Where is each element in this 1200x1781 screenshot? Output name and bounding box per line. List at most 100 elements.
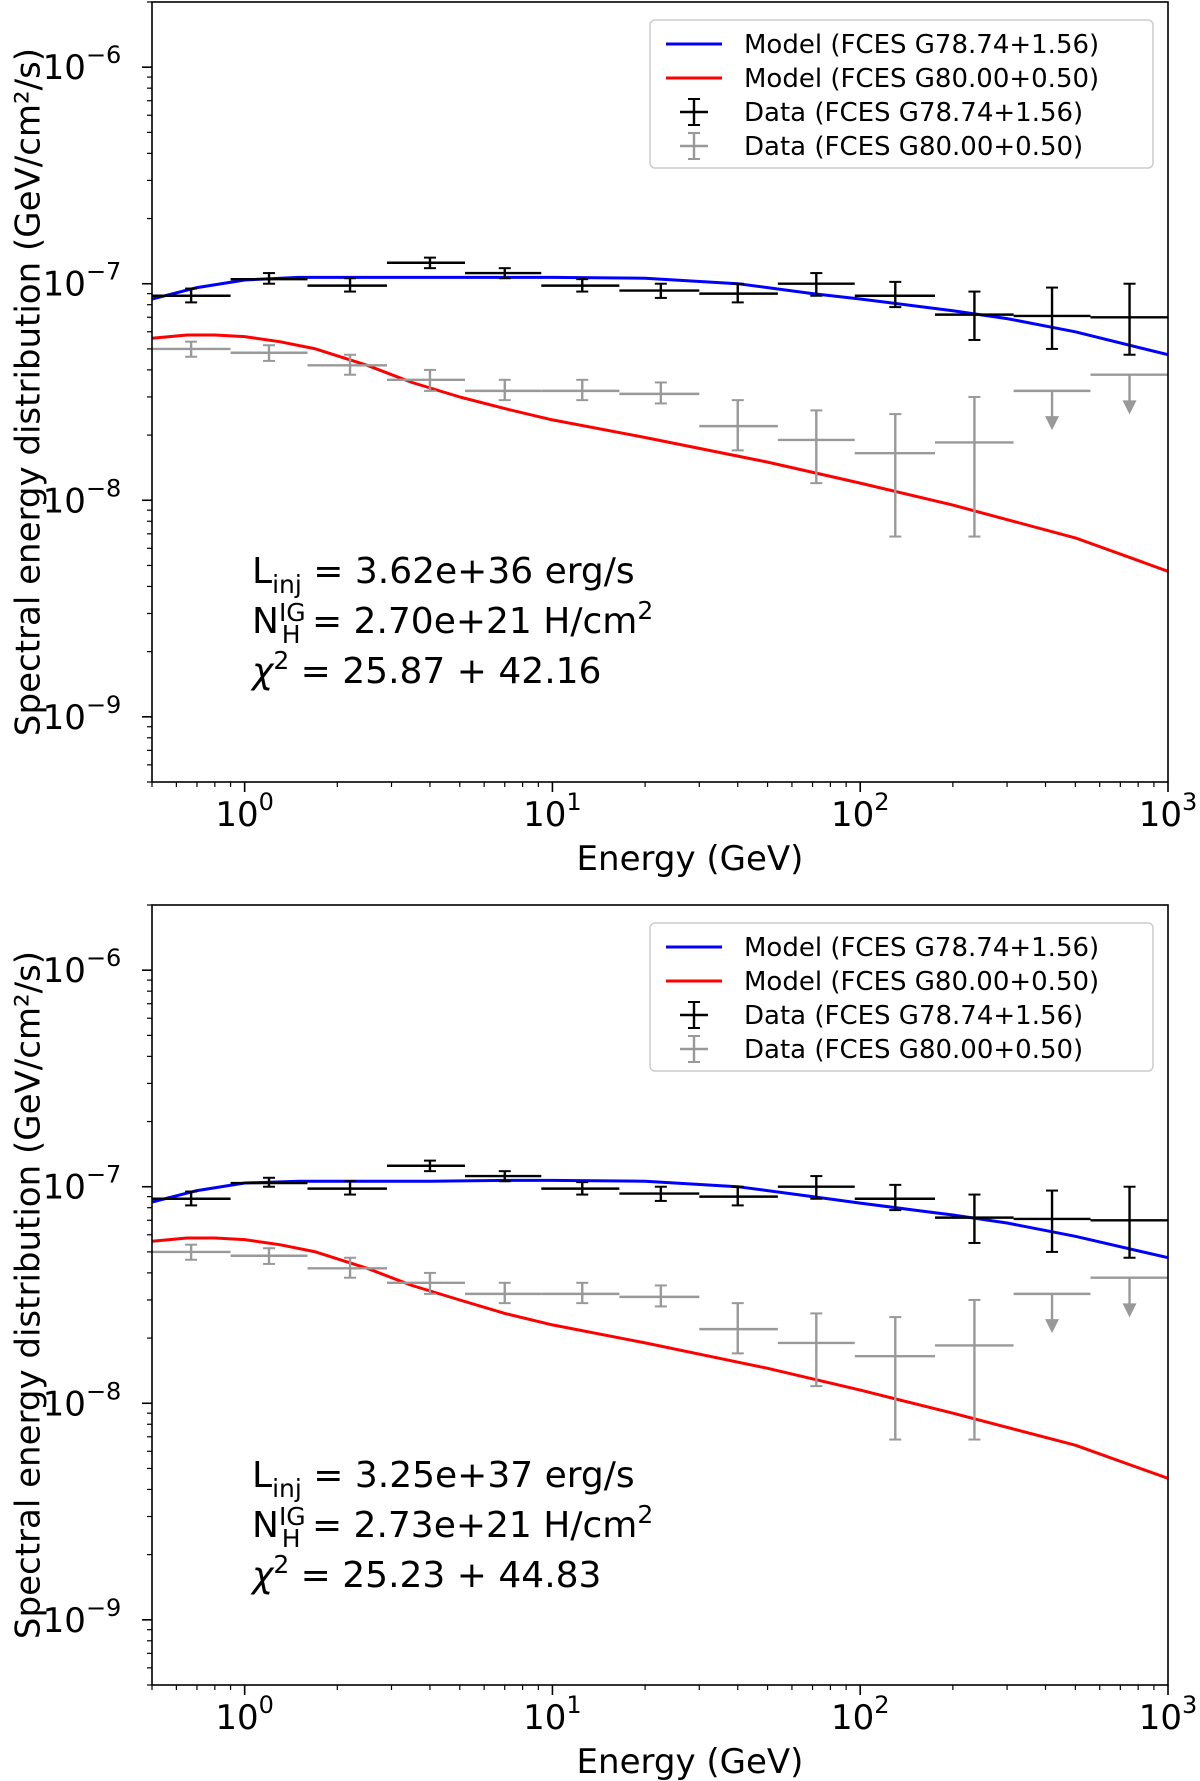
annotation-value: = 3.62e+36 erg/s [302,551,635,592]
annotation-subscript: inj [272,1474,302,1503]
annotation-line: χ2 = 25.23 + 44.83 [250,1550,601,1596]
x-tick-base: 10 [215,795,258,835]
annotation-unit-exponent: 2 [637,596,653,625]
y-tick-label: 10−9 [43,691,122,738]
data-point [1090,1276,1168,1318]
upper-limit-arrow [1045,416,1060,431]
annotation-line: χ2 = 25.87 + 42.16 [250,646,601,692]
x-tick-exponent: 3 [1182,788,1197,816]
x-axis-label: Energy (GeV) [577,839,804,879]
x-tick-exponent: 3 [1182,1691,1197,1719]
data-point [1013,1189,1091,1253]
y-axis-ticks [142,904,152,1686]
y-tick-label: 10−6 [43,944,122,991]
y-axis-label: Spectral energy distribution (GeV/cm²/s) [9,48,49,736]
annotation-value: = 25.87 + 42.16 [289,651,601,692]
x-tick-base: 10 [523,795,566,835]
y-axis-label: Spectral energy distribution (GeV/cm²/s) [9,951,49,1639]
annotation-superscript: IG [279,598,306,627]
annotation-value: = 3.25e+37 erg/s [302,1455,635,1496]
annotation-superscript: 2 [273,1550,289,1579]
y-tick-exponent: −9 [86,1594,121,1622]
legend-label: Data (FCES G78.74+1.56) [744,1001,1083,1031]
data-point [619,1284,700,1308]
data-point [152,340,231,358]
data-point [386,1271,466,1295]
x-tick-base: 10 [523,1698,566,1738]
annotation-line: NIG H = 2.70e+21 H/cm2 [252,596,653,649]
data-point [230,1247,308,1265]
x-tick-label: 102 [831,1691,890,1738]
annotation-symbol: N [252,1505,279,1546]
legend-entry: Data (FCES G78.74+1.56) [680,1001,1083,1031]
legend-box [649,922,1154,1072]
data-point [541,1281,620,1305]
y-tick-exponent: −6 [86,944,121,972]
legend-entry: Data (FCES G78.74+1.56) [680,98,1083,128]
data-point [854,280,936,309]
x-tick-label: 101 [523,1691,582,1738]
x-tick-exponent: 1 [566,1691,581,1719]
data-point [230,344,308,362]
y-tick-label: 10−7 [43,258,122,305]
x-tick-exponent: 1 [566,788,581,816]
y-tick-label: 10−6 [43,41,122,88]
data-point [465,1170,542,1183]
data-point [699,282,778,304]
y-tick-exponent: −6 [86,41,121,69]
annotation-symbol: L [252,1455,272,1496]
annotation-line: Linj = 3.25e+37 erg/s [252,1455,635,1503]
data-point [935,395,1014,538]
data-point [465,1281,542,1305]
legend-entry: Data (FCES G80.00+0.50) [680,1035,1083,1065]
data-point [541,378,620,402]
annotation-value: = 2.70e+21 H/cm [301,601,638,642]
data-point [465,378,542,402]
legend-label: Model (FCES G80.00+0.50) [744,967,1099,997]
data-point [619,1185,700,1202]
data-point [541,1181,620,1196]
data-point [230,1176,308,1188]
legend-label: Data (FCES G78.74+1.56) [744,98,1083,128]
plot-area [152,1159,1168,1480]
x-tick-exponent: 0 [259,788,274,816]
data-point [307,277,387,293]
x-tick-base: 10 [1139,795,1182,835]
y-tick-base: 10 [43,1601,86,1641]
y-tick-base: 10 [43,698,86,738]
annotation-symbol: L [252,551,272,592]
data-point [386,1159,466,1173]
annotation-value: = 25.23 + 44.83 [289,1555,601,1596]
annotation-line: NIG H = 2.73e+21 H/cm2 [252,1500,653,1553]
y-tick-label: 10−9 [43,1594,122,1641]
annotation-unit-exponent: 2 [637,1500,653,1529]
data-point [541,278,620,293]
data-point [619,381,700,405]
legend-entry: Model (FCES G80.00+0.50) [666,967,1099,997]
x-tick-label: 101 [523,788,582,835]
data-point [152,1190,231,1207]
x-tick-base: 10 [215,1698,258,1738]
data-point [699,399,778,452]
annotation-superscript: IG [279,1502,306,1531]
upper-limit-arrow [1045,1319,1060,1334]
data-point [1013,286,1091,350]
model-line-1 [152,1236,1168,1480]
x-tick-base: 10 [831,1698,874,1738]
data-series-0 [152,1159,1168,1259]
y-tick-base: 10 [43,48,86,88]
annotation-symbol: χ [250,1555,275,1596]
data-point [1090,1185,1168,1259]
data-point [619,282,700,299]
legend-box [649,19,1154,169]
annotation-subscript: H [282,1524,301,1553]
y-tick-base: 10 [43,481,86,521]
y-tick-base: 10 [43,1168,86,1208]
legend-entry: Data (FCES G80.00+0.50) [680,132,1083,162]
x-tick-label: 100 [215,788,274,835]
y-tick-exponent: −7 [86,258,121,286]
